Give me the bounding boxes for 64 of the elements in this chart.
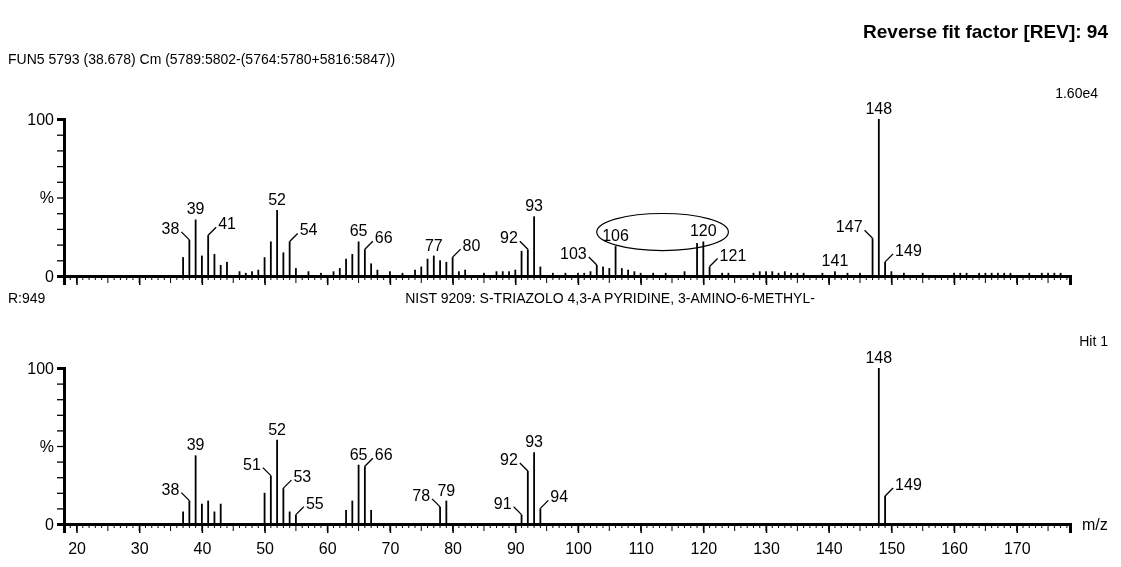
text: Reverse fit factor [REV]: 94: [863, 21, 1109, 42]
annotation: 106: [602, 227, 630, 245]
y-tick-label: 100: [27, 359, 55, 377]
annotation: 65: [349, 445, 368, 463]
annotation: 91: [493, 494, 512, 512]
x-tick-label: 60: [318, 539, 337, 557]
y-tick-label: 0: [45, 267, 55, 285]
annotation: 65: [349, 222, 368, 240]
annotation: 120: [689, 222, 717, 240]
x-tick-label: 160: [941, 539, 968, 557]
annotation: 52: [268, 191, 287, 209]
annotation: 149: [895, 241, 922, 259]
text: NIST 9209: S-TRIAZOLO 4,3-A PYRIDINE, 3-AMINO-6-METHYL-: [405, 290, 816, 306]
annotation: 55: [305, 494, 324, 512]
x-tick-label: 140: [815, 539, 843, 557]
annotation: 38: [161, 480, 180, 498]
x-tick-label: 80: [444, 539, 463, 557]
x-tick-label: 110: [628, 539, 654, 557]
annotation: 121: [719, 246, 747, 264]
annotation: 51: [243, 455, 261, 473]
annotation: 149: [895, 475, 922, 493]
annotation: 66: [374, 229, 393, 247]
annotation: 38: [161, 219, 180, 237]
annotation: 80: [462, 237, 481, 255]
text: Hit 1: [1079, 333, 1109, 349]
x-tick-label: 130: [753, 539, 780, 557]
x-tick-label: 20: [68, 539, 87, 557]
annotation: 79: [437, 481, 456, 499]
annotation: 147: [835, 218, 863, 236]
x-tick-label: 90: [506, 539, 525, 557]
annotation: 93: [525, 197, 544, 215]
x-tick-label: 120: [690, 539, 718, 557]
annotation: 41: [218, 215, 237, 233]
x-tick-label: 50: [256, 539, 275, 557]
annotation: 52: [268, 420, 287, 438]
annotation: 148: [865, 349, 893, 366]
annotation: 94: [550, 488, 569, 506]
y-tick-label: 100: [27, 110, 55, 128]
y-tick-label: %: [39, 189, 54, 207]
annotation: 77: [424, 236, 443, 254]
x-tick-label: 70: [381, 539, 400, 557]
x-tick-label: 40: [193, 539, 212, 557]
annotation: 92: [500, 229, 518, 247]
annotation: 92: [500, 450, 518, 468]
x-tick-label: 30: [130, 539, 149, 557]
text: FUN5 5793 (38.678) Cm (5789:5802-(5764:5780+5816:5847)): [8, 51, 396, 67]
text: R:949: [8, 290, 46, 306]
annotation: 148: [865, 100, 893, 117]
annotation: 54: [299, 221, 318, 239]
annotation: 66: [374, 446, 393, 464]
x-tick-label: 100: [565, 539, 592, 557]
x-tick-label: 170: [1003, 539, 1031, 557]
y-tick-label: 0: [45, 515, 55, 533]
text: 1.60e4: [1055, 85, 1099, 101]
annotation: 39: [186, 436, 205, 454]
annotation: 103: [560, 245, 587, 263]
x-axis-title: m/z: [1082, 516, 1108, 533]
y-tick-label: %: [39, 437, 54, 455]
annotation: 141: [821, 252, 849, 270]
annotation: 39: [186, 200, 205, 218]
annotation: 78: [412, 486, 431, 504]
annotation: 53: [293, 468, 312, 486]
annotation: 93: [525, 433, 544, 451]
x-tick-label: 150: [878, 539, 906, 557]
